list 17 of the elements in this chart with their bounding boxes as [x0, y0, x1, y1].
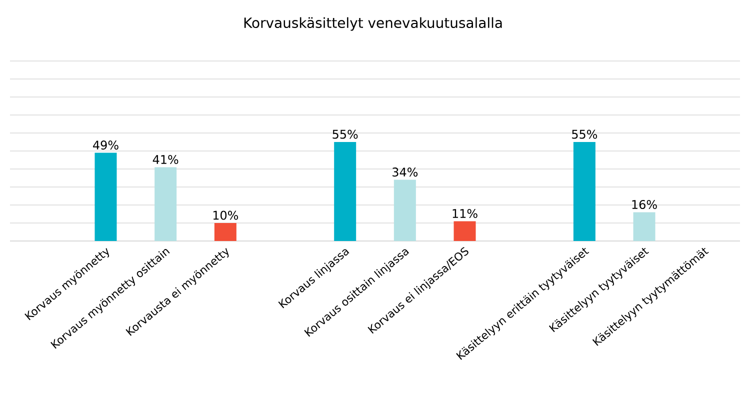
- bar: [394, 180, 416, 241]
- data-label: 55%: [332, 130, 358, 139]
- bar: [154, 167, 177, 241]
- bar: [633, 212, 656, 241]
- data-label: 10%: [213, 210, 238, 220]
- data-label: 49%: [93, 140, 118, 150]
- chart-title: Korvauskäsittelyt venevakuutusalalla: [244, 17, 502, 31]
- data-label: 34%: [392, 168, 418, 177]
- data-label: 16%: [632, 200, 657, 209]
- data-label: 55%: [572, 130, 598, 139]
- data-label: 41%: [152, 154, 178, 164]
- bar: [573, 142, 596, 241]
- bar: [94, 152, 117, 241]
- bar: [334, 142, 356, 241]
- bar: [454, 221, 476, 241]
- data-label: 11%: [452, 208, 478, 218]
- bar: [214, 223, 236, 241]
